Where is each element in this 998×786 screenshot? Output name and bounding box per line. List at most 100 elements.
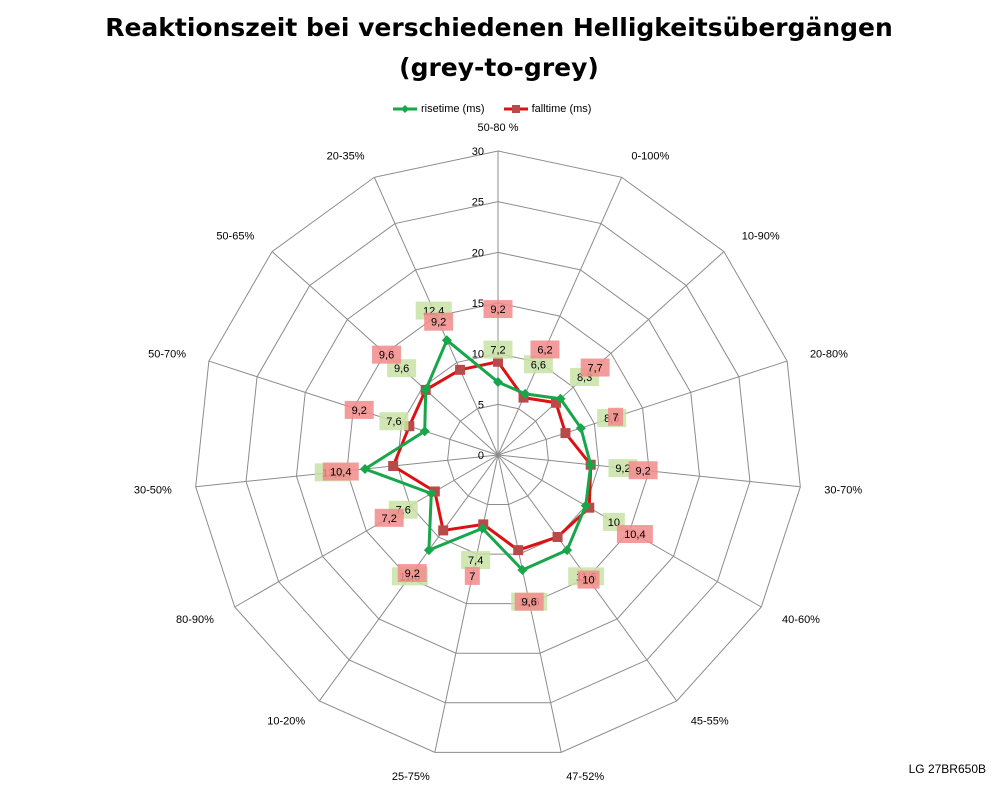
fall-marker	[552, 531, 563, 542]
category-label: 0-100%	[631, 150, 669, 162]
category-label: 45-55%	[691, 715, 729, 727]
grid-ring	[447, 403, 549, 506]
fall-data-label-box	[322, 462, 359, 481]
fall-data-label-box	[424, 312, 454, 331]
category-label: 47-52%	[566, 771, 604, 783]
grid-spoke	[497, 177, 623, 456]
category-label: 80-90%	[176, 614, 214, 626]
fall-marker	[518, 392, 529, 403]
rise-data-label: 7,2	[490, 345, 505, 357]
rise-series-line	[363, 338, 593, 572]
fall-marker	[388, 461, 399, 472]
rise-data-label-box	[483, 340, 513, 359]
legend: risetime (ms) falltime (ms)	[392, 101, 609, 117]
rise-marker	[580, 500, 591, 511]
grid-ring	[396, 353, 600, 555]
rise-marker	[419, 426, 430, 437]
rise-marker	[575, 423, 586, 434]
fall-data-label: 9,6	[379, 350, 394, 362]
fall-marker	[550, 397, 561, 408]
fall-data-label-box	[608, 407, 624, 426]
fall-data-label-box	[374, 508, 404, 527]
rise-marker	[517, 564, 528, 575]
category-label: 30-50%	[134, 484, 172, 496]
category-label: 20-35%	[327, 150, 365, 162]
fall-data-label: 7,7	[587, 363, 602, 375]
fall-data-label: 7	[613, 412, 619, 424]
rise-marker	[426, 488, 437, 499]
r-tick-label: 15	[472, 298, 484, 310]
fall-data-label: 9,6	[522, 597, 537, 609]
rise-data-label: 7,4	[468, 555, 483, 567]
legend-rise-label: risetime (ms)	[421, 103, 485, 115]
model-footer: LG 27BR650B	[908, 762, 986, 776]
fall-data-label: 10,4	[330, 467, 351, 479]
rise-marker	[359, 463, 370, 474]
rise-marker	[585, 459, 596, 470]
legend-fall-marker-icon	[503, 105, 528, 113]
fall-data-label-box	[372, 345, 402, 364]
fall-data-label: 9,2	[405, 568, 420, 580]
fall-marker	[429, 486, 440, 497]
legend-rise-marker-icon	[393, 105, 417, 113]
rise-data-label-box	[387, 359, 417, 378]
rise-marker	[520, 388, 531, 399]
fall-data-label-box	[344, 400, 374, 419]
fall-marker	[584, 502, 595, 513]
rise-data-label: 9,6	[394, 363, 409, 375]
rise-marker	[555, 393, 566, 404]
category-label: 40-60%	[782, 614, 820, 626]
chart-title: Reaktionszeit bei verschiedenen Helligke…	[105, 13, 893, 42]
fall-data-label-box	[577, 570, 600, 589]
fall-data-label-box	[483, 300, 513, 319]
grid-spoke	[497, 251, 725, 456]
fall-data-label: 6,2	[537, 344, 552, 356]
grid-ring	[195, 150, 801, 753]
rise-data-label: 9,2	[615, 463, 630, 475]
rise-data-label-box	[523, 355, 553, 374]
category-label: 50-70%	[148, 349, 186, 361]
fall-data-label: 9,2	[635, 465, 650, 477]
fall-marker	[560, 428, 571, 439]
category-label: 20-80%	[810, 349, 848, 361]
fall-data-label-box	[530, 340, 560, 359]
chart-subtitle: (grey-to-grey)	[399, 53, 599, 82]
r-tick-label: 10	[472, 349, 484, 361]
rise-data-label: 6,6	[531, 359, 546, 371]
grid-spoke	[234, 454, 499, 608]
fall-series-line	[391, 360, 593, 552]
legend-fall-label: falltime (ms)	[531, 103, 592, 115]
legend-item-fall: falltime (ms)	[503, 103, 592, 115]
grid-spoke	[497, 360, 788, 456]
rise-marker	[477, 523, 488, 534]
grid-ring	[245, 201, 751, 704]
r-tick-label: 30	[472, 146, 484, 158]
fall-data-label: 10	[582, 575, 594, 587]
category-label: 25-75%	[392, 771, 430, 783]
fall-marker	[438, 525, 449, 536]
rise-marker	[423, 545, 434, 556]
fall-data-label: 9,2	[352, 405, 367, 417]
fall-data-label-box	[616, 525, 653, 544]
fall-marker	[404, 421, 415, 432]
r-tick-label: 25	[472, 197, 484, 209]
r-tick-label: 20	[472, 247, 484, 259]
r-tick-label: 5	[478, 399, 484, 411]
legend-item-rise: risetime (ms)	[392, 103, 485, 115]
category-label: 30-70%	[824, 484, 862, 496]
category-label: 10-90%	[742, 231, 780, 243]
rise-data-label: 7,6	[386, 416, 401, 428]
rise-marker	[441, 335, 452, 346]
category-label: 10-20%	[267, 715, 305, 727]
fall-marker	[493, 356, 503, 367]
fall-data-label: 7,2	[382, 513, 397, 525]
fall-data-label-box	[397, 564, 427, 583]
fall-data-label: 9,2	[431, 317, 446, 329]
grid-spoke	[434, 454, 499, 753]
fall-data-label: 9,2	[490, 304, 505, 316]
fall-data-label: 10,4	[624, 529, 645, 541]
fall-data-label-box	[628, 461, 658, 480]
fall-marker	[513, 545, 524, 556]
fall-data-label-box	[514, 592, 544, 611]
